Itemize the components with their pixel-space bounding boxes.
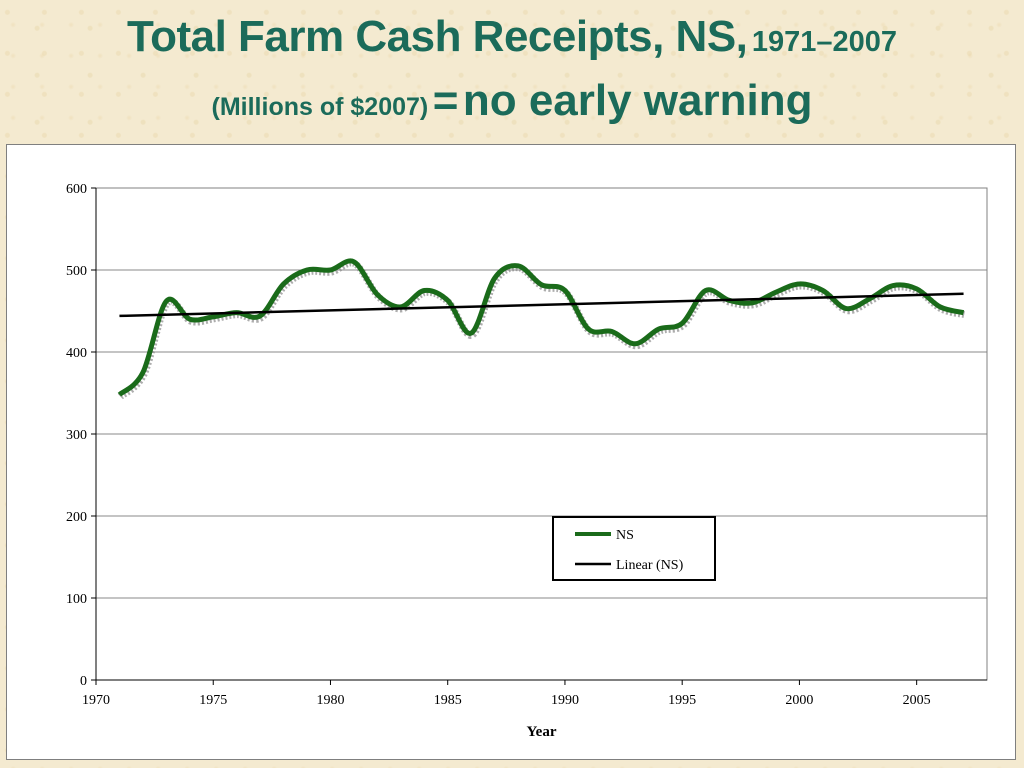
x-tick-label-1975: 1975	[199, 693, 227, 708]
chart-area: 0 100 200 300 400 500 600 1970 1975 1980 1985 1990…	[6, 144, 1016, 760]
x-axis-title: Year	[527, 724, 557, 740]
y-tick-label-0: 0	[80, 674, 87, 689]
y-tick-label-600: 600	[66, 182, 87, 197]
legend-label-linear: Linear (NS)	[616, 558, 684, 573]
x-tick-label-1970: 1970	[82, 693, 110, 708]
x-tick-label-1995: 1995	[668, 693, 696, 708]
series-layer	[117, 258, 966, 400]
y-tick-label-300: 300	[66, 428, 87, 443]
title-main: Total Farm Cash Receipts, NS,	[126, 12, 748, 61]
title-years: 1971–2007	[751, 26, 897, 58]
y-axis-ticks: 0 100 200 300 400 500 600	[66, 182, 96, 689]
y-tick-label-200: 200	[66, 510, 87, 525]
title-line-2: (Millions of $2007) = no early warning	[0, 76, 1024, 126]
title-message: no early warning	[462, 76, 813, 125]
x-tick-label-1990: 1990	[551, 693, 579, 708]
y-tick-label-500: 500	[66, 264, 87, 279]
title-unit: (Millions of $2007)	[211, 93, 429, 121]
x-tick-label-2000: 2000	[785, 693, 813, 708]
y-tick-label-100: 100	[66, 592, 87, 607]
title-line-1: Total Farm Cash Receipts, NS, 1971–2007	[0, 12, 1024, 62]
title-equals: =	[432, 76, 459, 125]
x-tick-label-1980: 1980	[316, 693, 344, 708]
grid-lines	[96, 187, 987, 599]
line-chart: 0 100 200 300 400 500 600 1970 1975 1980 1985 1990…	[66, 182, 988, 740]
legend-box	[552, 516, 716, 581]
series-ns-line	[117, 258, 965, 397]
x-axis-ticks: 1970 1975 1980 1985 1990 1995 2000 2005	[82, 680, 931, 708]
y-tick-label-400: 400	[66, 346, 87, 361]
legend: NS Linear (NS)	[552, 516, 716, 581]
x-tick-label-1985: 1985	[434, 693, 462, 708]
legend-label-ns: NS	[616, 528, 634, 543]
series-linear-trend	[119, 292, 964, 318]
x-tick-label-2005: 2005	[903, 693, 931, 708]
